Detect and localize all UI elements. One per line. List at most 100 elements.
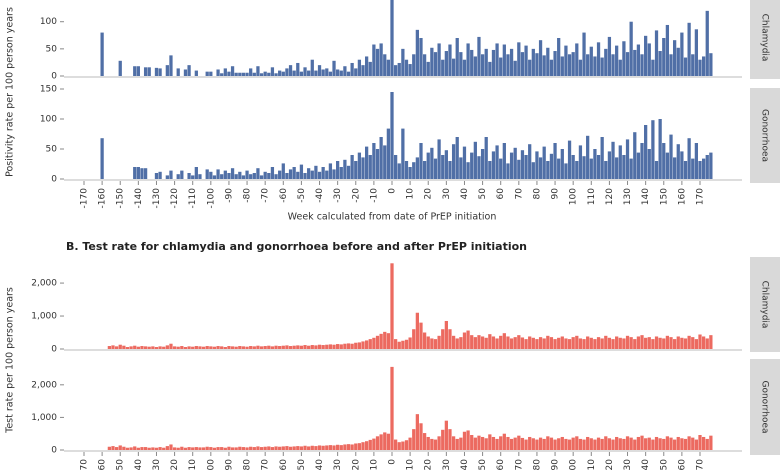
bar xyxy=(209,447,213,450)
bar xyxy=(683,161,688,179)
x-tick-label: -100 xyxy=(206,459,216,470)
bar xyxy=(495,338,499,349)
bar xyxy=(422,332,427,349)
bar xyxy=(172,346,177,349)
bar xyxy=(386,333,391,349)
bar xyxy=(513,147,517,179)
bar xyxy=(361,442,365,450)
bar xyxy=(404,161,409,179)
bar xyxy=(589,337,593,349)
bar xyxy=(422,54,427,76)
bar xyxy=(502,333,506,349)
bar xyxy=(691,158,695,179)
bar xyxy=(180,170,184,179)
bar xyxy=(241,447,246,450)
bar xyxy=(270,67,275,76)
x-tick-label: 30 xyxy=(442,188,452,200)
bar xyxy=(361,65,365,76)
bar xyxy=(281,446,285,450)
bar xyxy=(694,29,699,76)
x-tick-label: 60 xyxy=(496,188,506,200)
bar xyxy=(448,329,452,349)
bar xyxy=(571,155,575,179)
bar xyxy=(520,337,525,349)
bar xyxy=(278,446,282,450)
bar xyxy=(140,168,144,179)
x-tick-label: -140 xyxy=(134,459,144,470)
x-tick-label: 80 xyxy=(532,188,542,200)
bar xyxy=(285,345,289,349)
bar xyxy=(571,337,575,349)
bar xyxy=(506,436,510,450)
bar xyxy=(292,345,296,349)
bar xyxy=(393,65,398,76)
x-tick-label: 30 xyxy=(442,459,452,470)
bar xyxy=(651,120,655,179)
bar xyxy=(350,155,354,179)
bar xyxy=(205,169,209,179)
bar xyxy=(622,338,626,349)
bar xyxy=(339,167,343,179)
bar xyxy=(245,170,249,179)
bar xyxy=(419,322,423,349)
bar xyxy=(437,436,441,450)
bar xyxy=(629,21,633,76)
bar xyxy=(404,59,409,76)
bar xyxy=(470,335,474,349)
bar xyxy=(564,338,568,349)
bar xyxy=(412,54,416,76)
bar xyxy=(125,447,130,450)
bar xyxy=(227,346,231,349)
bar xyxy=(658,438,662,450)
bar xyxy=(350,62,354,76)
bar xyxy=(647,437,651,450)
bar xyxy=(680,32,684,76)
bar xyxy=(147,447,151,450)
x-tick-label: 90 xyxy=(551,459,561,470)
bar xyxy=(249,346,253,349)
bar xyxy=(629,337,633,349)
x-tick-label: 130 xyxy=(623,188,633,205)
x-tick-label: -170 xyxy=(80,459,90,470)
x-tick-label: -150 xyxy=(116,459,126,470)
bar xyxy=(180,446,184,450)
bar xyxy=(372,44,376,76)
bar xyxy=(470,435,474,450)
bar xyxy=(495,43,499,76)
bar xyxy=(143,67,148,76)
bar xyxy=(151,447,155,450)
bar xyxy=(466,430,470,450)
bar xyxy=(332,344,336,349)
bar xyxy=(578,145,583,179)
bar xyxy=(462,332,467,349)
bar xyxy=(187,447,191,450)
bar xyxy=(383,331,387,349)
bar xyxy=(709,335,713,349)
bar xyxy=(321,167,325,179)
bar xyxy=(288,65,293,76)
bar xyxy=(455,338,459,349)
bar xyxy=(332,60,336,76)
bar xyxy=(665,335,670,349)
bar xyxy=(455,38,459,76)
bar xyxy=(270,167,275,179)
bar xyxy=(673,157,677,179)
bar xyxy=(314,345,318,349)
bar xyxy=(441,59,445,76)
bar xyxy=(401,48,405,76)
bar xyxy=(593,339,597,349)
bar xyxy=(462,146,467,179)
bar xyxy=(230,346,235,349)
x-tick-label: -170 xyxy=(80,188,90,209)
x-tick-label: 100 xyxy=(569,459,579,470)
bar xyxy=(223,447,227,450)
bar xyxy=(249,446,253,450)
bar xyxy=(285,446,289,450)
bar xyxy=(502,433,506,450)
bar xyxy=(506,163,510,179)
bar xyxy=(415,414,419,450)
y-tick-label: 0 xyxy=(51,345,57,355)
bar xyxy=(346,71,351,76)
bar xyxy=(350,343,354,349)
bar xyxy=(154,67,159,76)
